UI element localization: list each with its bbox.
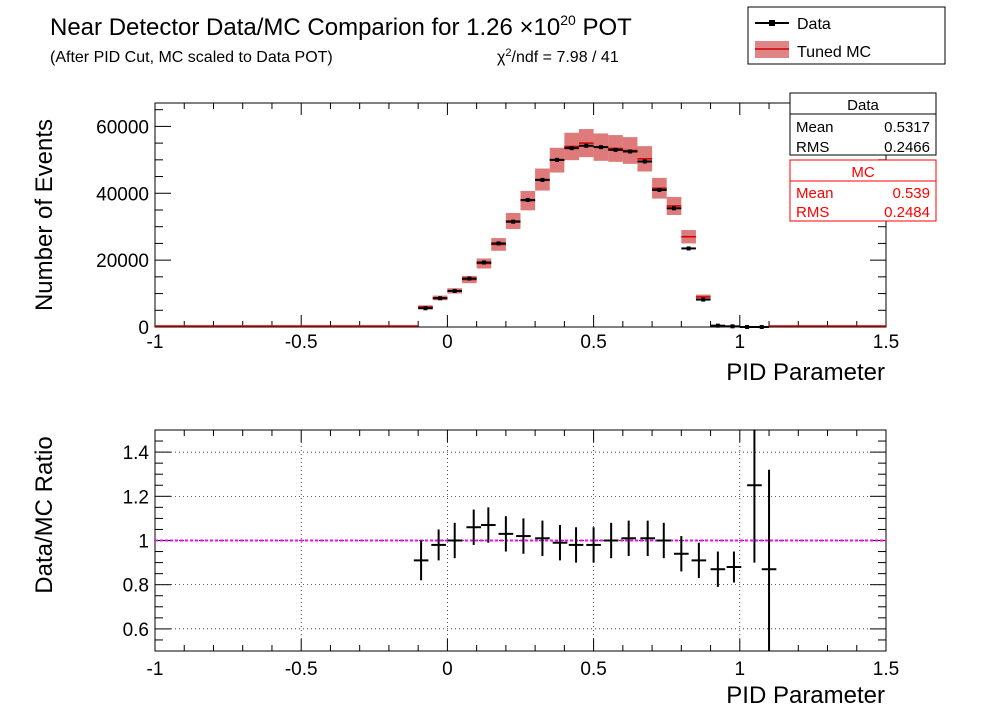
data-point	[672, 206, 677, 211]
data-point	[759, 325, 764, 329]
bottom-y-tick-label: 1.2	[123, 487, 149, 508]
data-point	[584, 143, 589, 148]
stats-data-rms-label: RMS	[796, 139, 829, 156]
ratio-points	[413, 430, 777, 651]
stats-box-mc: MC Mean 0.539 RMS 0.2484	[789, 159, 937, 222]
distribution-panel: -1 -0.5 0 0.5 1 1.5 0 20000 40000 60000 PID Param…	[31, 102, 899, 386]
mc-error-band	[418, 129, 740, 328]
bottom-x-tick-label: -0.5	[285, 659, 318, 680]
bottom-y-tick-label: 0.8	[123, 576, 149, 597]
stats-data-title: Data	[847, 97, 879, 114]
data-point	[511, 219, 516, 224]
data-point	[745, 325, 750, 329]
data-point	[569, 146, 574, 151]
data-points	[418, 143, 770, 329]
title-exponent: 20	[560, 12, 576, 28]
data-point	[715, 323, 720, 328]
data-point	[730, 324, 735, 329]
title-suffix: POT	[576, 14, 632, 41]
bottom-x-tick-label: 0	[442, 659, 453, 680]
data-point	[423, 306, 428, 311]
data-point	[686, 246, 691, 251]
data-point	[642, 159, 647, 164]
stats-data-mean: 0.5317	[884, 119, 930, 136]
legend: Data Tuned MC	[747, 6, 946, 65]
bottom-y-tick-label: 0.6	[123, 620, 149, 641]
data-point	[525, 197, 530, 202]
legend-mc-label: Tuned MC	[797, 44, 871, 61]
stats-mc-mean-label: Mean	[796, 185, 834, 202]
top-x-tick-label: 0	[442, 332, 453, 353]
mc-histogram	[155, 142, 886, 328]
data-point	[701, 297, 706, 302]
data-point	[598, 145, 603, 150]
data-point	[613, 147, 618, 152]
data-point	[481, 260, 486, 265]
stats-box-data: Data Mean 0.5317 RMS 0.2466	[789, 92, 937, 156]
legend-data-entry: Data	[755, 16, 831, 33]
data-point	[496, 241, 501, 246]
bottom-y-tick-label: 1.4	[123, 443, 150, 464]
ratio-panel: -1 -0.5 0 0.5 1 1.5 0.6 0.8 1 1.2 1.4 PID Paramete…	[31, 429, 899, 709]
chart-subtitle: (After PID Cut, MC scaled to Data POT)	[50, 49, 333, 66]
stats-data-mean-label: Mean	[796, 119, 834, 136]
top-x-tick-label: 1	[735, 332, 746, 353]
data-point	[438, 296, 443, 301]
top-x-tick-label: 0.5	[580, 332, 606, 353]
chart-title: Near Detector Data/MC Comparion for 1.26…	[50, 12, 632, 41]
legend-data-label: Data	[797, 16, 831, 33]
top-y-tick-label: 60000	[96, 117, 149, 138]
top-x-tick-label: 1.5	[873, 332, 899, 353]
top-y-tick-label: 0	[138, 318, 149, 339]
data-point	[452, 288, 457, 293]
top-y-tick-label: 40000	[96, 184, 149, 205]
top-ylabel: Number of Events	[31, 119, 58, 311]
data-point	[555, 157, 560, 162]
stats-mc-title: MC	[851, 164, 874, 181]
data-point	[657, 187, 662, 192]
stats-mc-rms-label: RMS	[796, 204, 829, 221]
data-point	[628, 149, 633, 154]
bottom-x-tick-label: 1	[735, 659, 746, 680]
stats-mc-mean: 0.539	[892, 185, 930, 202]
bottom-x-tick-label: 0.5	[580, 659, 606, 680]
bottom-xlabel: PID Parameter	[726, 682, 885, 709]
top-x-tick-label: -1	[147, 332, 164, 353]
bottom-y-tick-label: 1	[138, 532, 149, 553]
legend-mc-entry: Tuned MC	[755, 41, 871, 61]
data-point	[467, 276, 472, 281]
stats-data-rms: 0.2466	[884, 139, 930, 156]
top-xlabel: PID Parameter	[726, 359, 885, 386]
stats-mc-rms: 0.2484	[884, 204, 930, 221]
bottom-x-tick-label: 1.5	[873, 659, 899, 680]
data-point	[540, 177, 545, 182]
chi2-label: χ2/ndf = 7.98 / 41	[497, 47, 619, 66]
top-y-tick-label: 20000	[96, 251, 149, 272]
bottom-ylabel: Data/MC Ratio	[31, 436, 58, 593]
bottom-x-tick-label: -1	[147, 659, 164, 680]
top-x-tick-label: -0.5	[285, 332, 318, 353]
